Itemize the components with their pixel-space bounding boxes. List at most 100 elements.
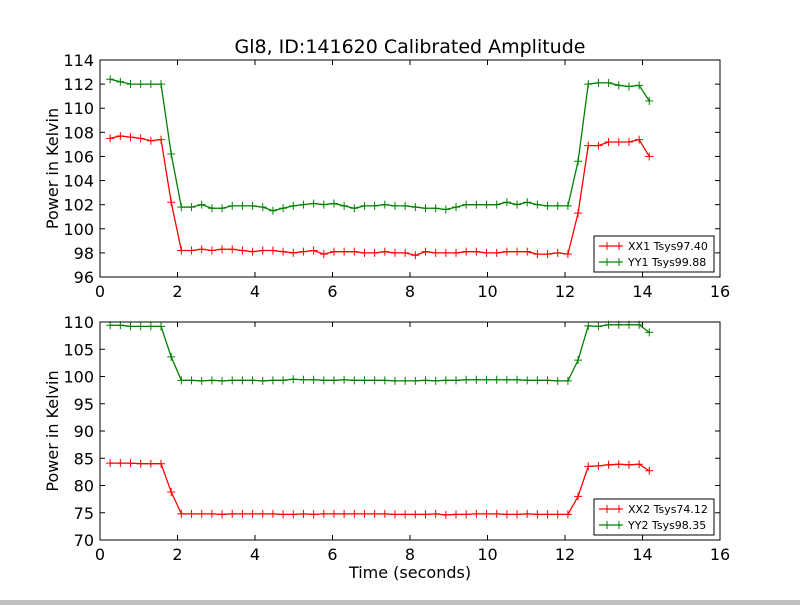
data-point [492, 200, 501, 209]
data-point [513, 510, 522, 519]
data-point [635, 460, 644, 469]
data-point [390, 201, 399, 210]
x-tick-label: 6 [327, 545, 337, 564]
data-point [390, 510, 399, 519]
data-point [431, 248, 440, 257]
data-point [431, 509, 440, 518]
data-point [126, 80, 135, 89]
data-point [340, 247, 349, 256]
x-tick-label: 16 [710, 282, 730, 301]
y-tick-label: 110 [63, 99, 94, 118]
data-point [279, 247, 288, 256]
legend-box [593, 498, 715, 536]
data-point [248, 376, 257, 385]
data-point [513, 247, 522, 256]
y-tick-label: 98 [74, 244, 94, 263]
y-tick-label: 80 [74, 477, 94, 496]
y-tick-label: 70 [74, 531, 94, 550]
legend-label: YY1 Tsys99.88 [627, 256, 706, 269]
data-point [157, 459, 166, 468]
data-point [523, 509, 532, 518]
y-tick-label: 85 [74, 449, 94, 468]
y-tick-label: 104 [63, 172, 94, 191]
data-point [136, 80, 145, 89]
data-point [360, 201, 369, 210]
data-point [350, 204, 359, 213]
data-point [350, 509, 359, 518]
legend-marker [603, 505, 623, 513]
data-point [157, 322, 166, 331]
data-point [146, 322, 155, 331]
y-tick-label: 100 [63, 220, 94, 239]
data-point [340, 375, 349, 384]
data-point [574, 157, 583, 166]
data-point [360, 509, 369, 518]
data-point [543, 376, 552, 385]
data-point [299, 375, 308, 384]
data-point [431, 204, 440, 213]
data-point [411, 203, 420, 212]
y-axis-label: Power in Kelvin [43, 370, 62, 491]
data-point [218, 510, 227, 519]
data-point [289, 510, 298, 519]
data-point [502, 247, 511, 256]
data-point [279, 510, 288, 519]
data-point [574, 356, 583, 365]
data-point [543, 201, 552, 210]
data-point [380, 247, 389, 256]
data-point [207, 204, 216, 213]
data-point [462, 375, 471, 384]
data-point [177, 376, 186, 385]
data-point [218, 245, 227, 254]
data-point [289, 375, 298, 384]
data-point [299, 200, 308, 209]
data-point [533, 250, 542, 259]
data-point [309, 510, 318, 519]
data-point [401, 510, 410, 519]
data-point [319, 200, 328, 209]
data-point [228, 509, 237, 518]
data-point [258, 509, 267, 518]
data-point [492, 375, 501, 384]
data-point [553, 510, 562, 519]
x-tick-label: 10 [477, 545, 497, 564]
data-point [614, 460, 623, 469]
x-tick-label: 14 [632, 545, 652, 564]
data-point [380, 376, 389, 385]
y-tick-label: 114 [63, 51, 94, 70]
legend: XX1 Tsys97.40 YY1 Tsys99.88 [593, 235, 715, 273]
data-point [411, 510, 420, 519]
data-point [523, 198, 532, 207]
data-point [177, 203, 186, 212]
data-point [380, 509, 389, 518]
subplot-2: 0 2 4 6 8 10 12 14 16 70 75 80 85 90 95 100 105 110 XX2 Ts… [43, 313, 730, 582]
data-point [258, 376, 267, 385]
data-point [258, 246, 267, 255]
data-point [594, 141, 603, 150]
x-tick-label: 12 [555, 545, 575, 564]
data-point [177, 246, 186, 255]
data-point [360, 248, 369, 257]
data-point [645, 466, 654, 475]
data-point [157, 80, 166, 89]
data-point [645, 96, 654, 105]
data-point [167, 198, 176, 207]
data-point [106, 134, 115, 143]
data-point [472, 375, 481, 384]
data-point [197, 245, 206, 254]
data-point [452, 248, 461, 257]
data-point [329, 247, 338, 256]
x-tick-label: 0 [95, 545, 105, 564]
data-point [482, 509, 491, 518]
data-point [167, 150, 176, 159]
data-point [299, 247, 308, 256]
data-point [452, 203, 461, 212]
data-point [350, 376, 359, 385]
data-point [614, 81, 623, 90]
data-point [116, 321, 125, 330]
data-point [350, 247, 359, 256]
data-point [207, 376, 216, 385]
data-point [624, 460, 633, 469]
data-point [401, 376, 410, 385]
data-point [390, 376, 399, 385]
